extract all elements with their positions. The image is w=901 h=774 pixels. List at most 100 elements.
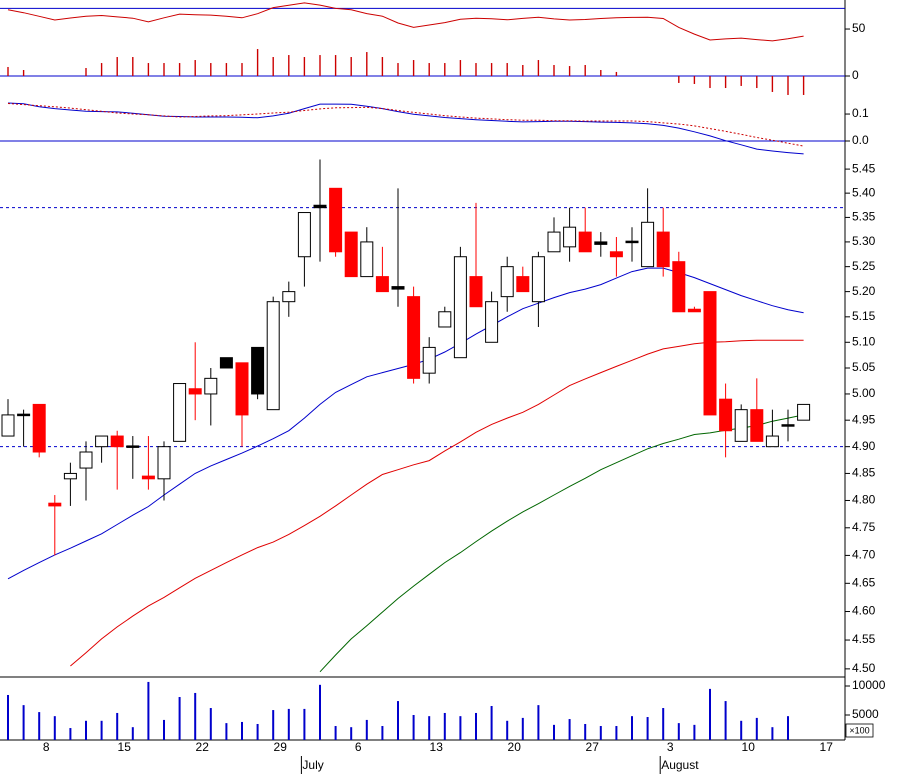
x-tick-label: 20 — [508, 740, 522, 754]
volume-bar — [412, 714, 415, 740]
candle-body — [391, 286, 405, 290]
y-tick-label: 4.70 — [852, 548, 876, 562]
volume-bar — [163, 719, 165, 740]
volume-bar — [319, 684, 321, 740]
volume-bar — [490, 706, 493, 740]
y-tick-label: 4.95 — [852, 412, 876, 426]
candle-body — [563, 226, 577, 248]
volume-bar — [241, 721, 243, 740]
volume-bar — [350, 727, 353, 740]
volume-bar — [521, 717, 524, 740]
candle-body — [1, 414, 15, 437]
y-tick-label: 50 — [852, 21, 866, 35]
volume-bar — [475, 712, 477, 740]
candle-body — [313, 204, 327, 209]
candle-body — [219, 357, 233, 369]
y-tick-label: 0.1 — [852, 106, 869, 120]
candle-body — [32, 403, 46, 453]
candle-body — [765, 435, 779, 448]
volume-bar — [755, 717, 758, 740]
candle-body — [266, 301, 280, 411]
candle-body — [672, 261, 686, 313]
candle-body — [251, 346, 265, 395]
volume-bar — [147, 681, 150, 740]
candle-body — [531, 256, 545, 303]
volume-bar — [334, 726, 337, 740]
y-tick-label: 10000 — [852, 678, 886, 692]
y-tick-label: 5.25 — [852, 259, 876, 273]
candle-body — [63, 472, 77, 480]
x-tick-label: 29 — [274, 740, 288, 754]
candle-body — [594, 241, 608, 245]
candle-body — [547, 231, 561, 253]
candle-body — [126, 445, 140, 448]
x-tick-label: 17 — [820, 740, 834, 754]
volume-bar — [443, 712, 446, 740]
volume-bar — [178, 697, 181, 740]
volume-bar — [287, 708, 290, 740]
volume-bar — [693, 724, 696, 740]
volume-bar — [100, 720, 103, 740]
volume-bar — [38, 712, 41, 740]
x-tick-label: 6 — [355, 740, 362, 754]
volume-bar — [740, 720, 743, 740]
volume-bar — [53, 716, 56, 740]
volume-bar — [787, 716, 789, 740]
volume-bar — [662, 708, 665, 740]
volume-bar — [615, 726, 618, 740]
y-tick-label: 4.65 — [852, 575, 876, 589]
volume-bar — [771, 727, 774, 740]
volume-bar — [568, 719, 571, 740]
line-series — [7, 2, 804, 42]
line-series — [70, 339, 804, 667]
volume-bar — [272, 710, 275, 740]
candle-body — [438, 311, 452, 328]
volume-bar — [724, 701, 727, 740]
candle-body — [578, 231, 592, 253]
candle-body — [141, 475, 155, 480]
y-tick-label: 4.85 — [852, 466, 876, 480]
volume-bar — [7, 694, 9, 740]
candle-body — [625, 240, 639, 244]
volume-bar — [459, 716, 462, 740]
y-tick-label: 4.50 — [852, 661, 876, 675]
volume-bar — [131, 727, 134, 740]
candle-body — [79, 451, 93, 469]
volume-bar — [709, 688, 711, 740]
candle-body — [329, 187, 343, 253]
candle-body — [173, 383, 187, 442]
candle-body — [235, 362, 249, 416]
y-tick-label: 0.0 — [852, 133, 869, 147]
volume-bar — [646, 717, 649, 740]
x-tick-label: 27 — [586, 740, 600, 754]
candle-body — [797, 403, 811, 421]
candle-body — [17, 413, 31, 417]
x-tick-label: 10 — [742, 740, 756, 754]
candle-body — [734, 409, 748, 442]
candle-body — [469, 276, 483, 308]
x-tick-label: 13 — [430, 740, 444, 754]
volume-bar — [506, 720, 509, 740]
y-tick-label: 4.75 — [852, 520, 876, 534]
volume-bar — [85, 720, 87, 740]
volume-bar — [631, 716, 633, 740]
unit-label: ×100 — [849, 725, 869, 735]
line-series — [7, 103, 804, 147]
candle-body — [297, 212, 311, 258]
candle-body — [641, 221, 655, 268]
volume-bar — [537, 705, 540, 740]
candle-body — [375, 276, 389, 293]
y-tick-label: 5.00 — [852, 386, 876, 400]
volume-bar — [303, 708, 306, 740]
y-tick-label: 4.55 — [852, 632, 876, 646]
candle-body — [344, 231, 358, 278]
y-tick-label: 5.40 — [852, 185, 876, 199]
volume-bar — [677, 723, 680, 740]
y-tick-label: 5.20 — [852, 284, 876, 298]
y-tick-label: 4.60 — [852, 604, 876, 618]
volume-bar — [22, 705, 25, 740]
candle-body — [453, 256, 467, 359]
y-tick-label: 0 — [852, 68, 859, 82]
